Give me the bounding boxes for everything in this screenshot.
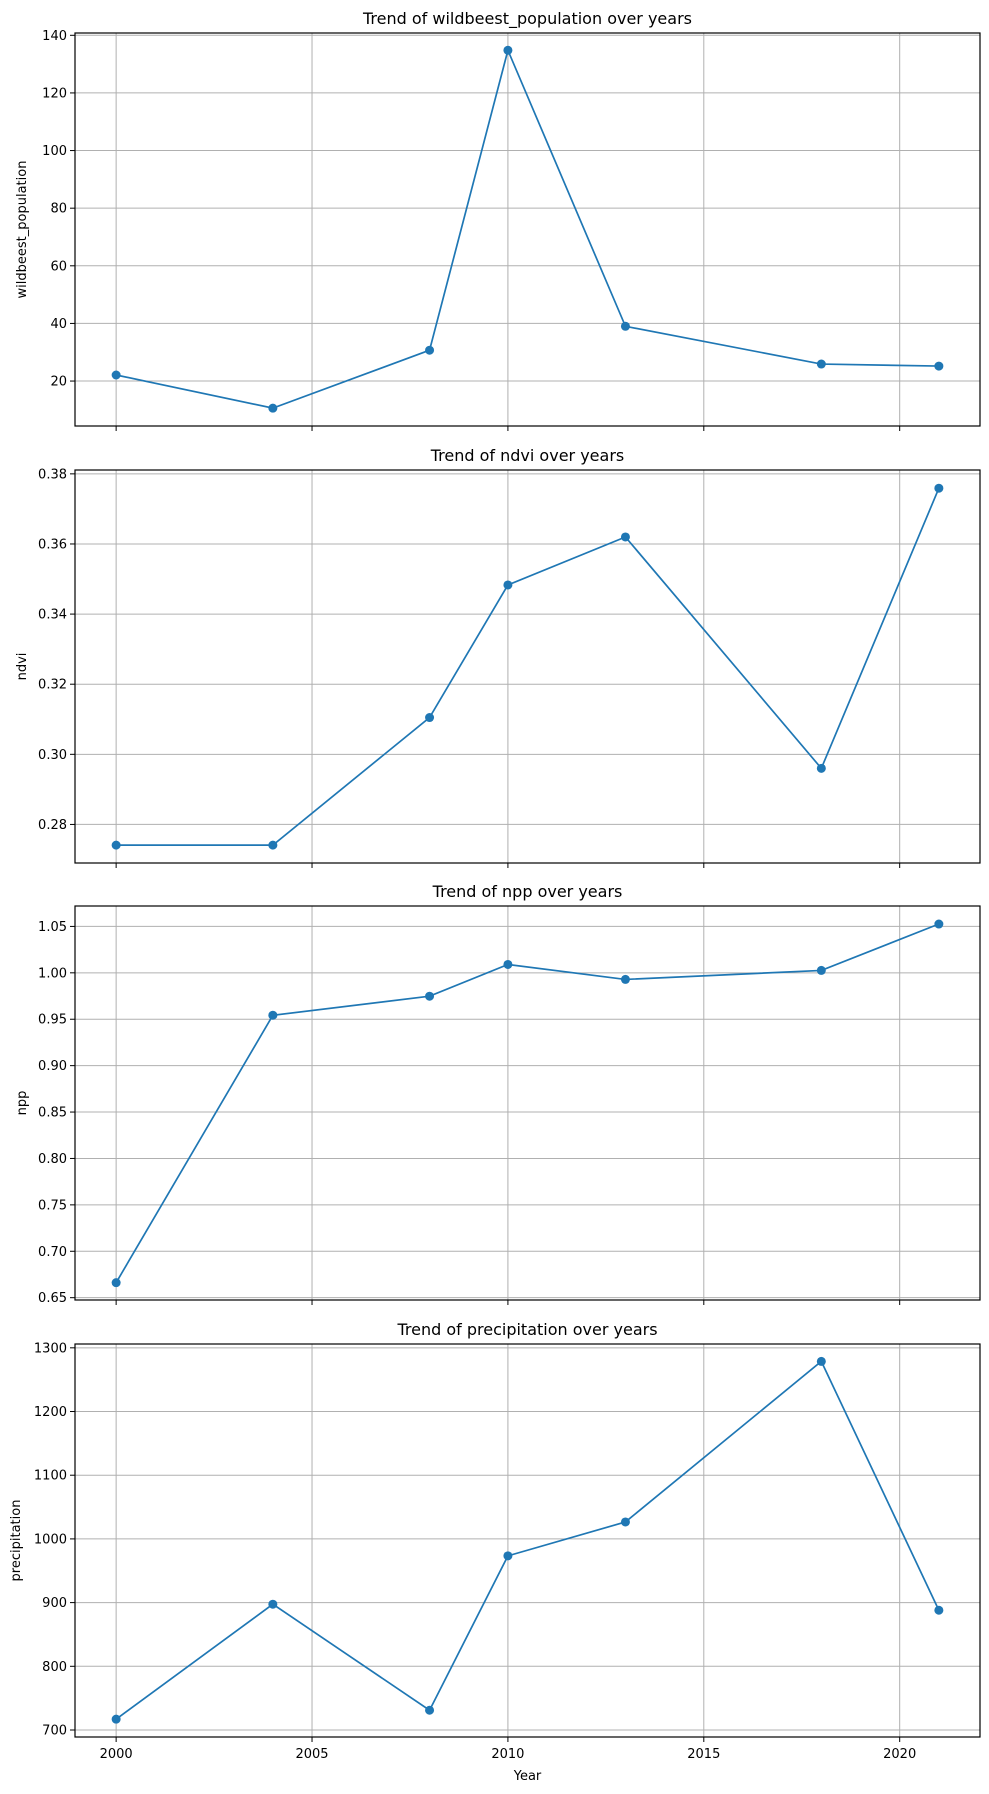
y-tick-label: 0.85 bbox=[38, 1106, 67, 1121]
data-point-marker bbox=[934, 919, 944, 929]
subplot-npp: Trend of npp over years npp 0.65 0.70 0.75… bbox=[15, 882, 981, 1306]
subplot-ndvi: Trend of ndvi over years ndvi 0.280.300.… bbox=[15, 446, 981, 868]
data-point-marker bbox=[268, 1010, 278, 1020]
chart-title: Trend of npp over years bbox=[432, 882, 623, 901]
y-tick-label: 100 bbox=[42, 144, 67, 159]
data-point-marker bbox=[111, 840, 121, 850]
chart-title: Trend of ndvi over years bbox=[430, 446, 624, 465]
data-line bbox=[115, 1360, 940, 1720]
y-tick-label: 120 bbox=[42, 86, 67, 101]
plot-area: 700 800 900 1000 1100 1200 1300 2000 2005 2010 201… bbox=[34, 1341, 981, 1762]
data-point-marker bbox=[425, 345, 435, 355]
chart-title: Trend of precipitation over years bbox=[396, 1320, 657, 1339]
data-point-marker bbox=[268, 1599, 278, 1609]
subplot-wildbeest-population: Trend of wildbeest_population over years… bbox=[15, 9, 981, 431]
y-axis-label: npp bbox=[15, 1091, 30, 1116]
data-point-marker bbox=[111, 1278, 121, 1288]
y-tick-label: 0.95 bbox=[38, 1013, 67, 1028]
y-axis-label: wildbeest_population bbox=[15, 161, 30, 299]
data-point-marker bbox=[934, 361, 944, 371]
x-tick-label: 2010 bbox=[491, 1747, 524, 1762]
y-tick-label: 0.34 bbox=[38, 608, 67, 623]
data-point-marker bbox=[111, 370, 121, 380]
x-axis-label: Year bbox=[513, 1769, 542, 1784]
data-point-marker bbox=[111, 1714, 121, 1724]
y-tick-label: 0.65 bbox=[38, 1291, 67, 1306]
axes-frame bbox=[74, 1343, 981, 1738]
y-tick-label: 1200 bbox=[34, 1405, 67, 1420]
y-tick-label: 0.70 bbox=[38, 1245, 67, 1260]
x-tick-label: 2000 bbox=[100, 1747, 133, 1762]
y-tick-label: 900 bbox=[42, 1596, 67, 1611]
y-axis-label: precipitation bbox=[9, 1500, 24, 1582]
data-line bbox=[115, 923, 940, 1284]
y-tick-label: 0.75 bbox=[38, 1198, 67, 1213]
data-point-marker bbox=[620, 532, 630, 542]
data-point-marker bbox=[620, 321, 630, 331]
y-tick-label: 1300 bbox=[34, 1341, 67, 1356]
y-tick-label: 1.00 bbox=[38, 966, 67, 981]
data-point-marker bbox=[503, 45, 513, 55]
data-point-marker bbox=[816, 359, 826, 369]
axes-frame bbox=[74, 905, 981, 1301]
x-tick-label: 2020 bbox=[883, 1747, 916, 1762]
y-tick-label: 60 bbox=[50, 259, 67, 274]
y-tick-label: 1.05 bbox=[38, 920, 67, 935]
y-tick-label: 0.28 bbox=[38, 818, 67, 833]
subplot-precipitation: Trend of precipitation over years precip… bbox=[9, 1320, 981, 1784]
y-tick-label: 0.80 bbox=[38, 1152, 67, 1167]
data-point-marker bbox=[503, 580, 513, 590]
data-point-marker bbox=[503, 959, 513, 969]
data-point-marker bbox=[503, 1551, 513, 1561]
y-tick-label: 0.90 bbox=[38, 1059, 67, 1074]
plot-area: 0.65 0.70 0.75 0.80 0.85 0.90 0.95 1.00 1.05 bbox=[38, 905, 981, 1306]
data-point-marker bbox=[425, 991, 435, 1001]
chart-title: Trend of wildbeest_population over years bbox=[362, 9, 692, 29]
axes-frame bbox=[74, 32, 981, 427]
plot-area: 0.28 0.30 0.32 0.34 0.36 0.38 bbox=[38, 467, 981, 868]
plot-area: 20 40 60 80 100 120 140 bbox=[42, 29, 981, 431]
data-point-marker bbox=[934, 1605, 944, 1615]
data-line bbox=[115, 47, 939, 410]
y-tick-label: 40 bbox=[50, 317, 67, 332]
y-tick-label: 20 bbox=[50, 375, 67, 390]
y-tick-label: 0.30 bbox=[38, 748, 67, 763]
data-point-marker bbox=[620, 974, 630, 984]
y-axis-label: ndvi bbox=[15, 653, 30, 681]
y-tick-label: 0.36 bbox=[38, 537, 67, 552]
y-tick-label: 700 bbox=[42, 1723, 67, 1738]
data-point-marker bbox=[816, 965, 826, 975]
data-point-marker bbox=[268, 840, 278, 850]
data-point-marker bbox=[620, 1517, 630, 1527]
x-tick-label: 2015 bbox=[687, 1747, 720, 1762]
y-tick-label: 1100 bbox=[34, 1469, 67, 1484]
data-point-marker bbox=[268, 403, 278, 413]
data-point-marker bbox=[425, 713, 435, 723]
data-point-marker bbox=[816, 1356, 826, 1366]
data-point-marker bbox=[425, 1705, 435, 1715]
y-tick-label: 1000 bbox=[34, 1532, 67, 1547]
data-line bbox=[116, 487, 940, 846]
y-tick-label: 0.32 bbox=[38, 678, 67, 693]
y-tick-label: 800 bbox=[42, 1660, 67, 1675]
data-point-marker bbox=[934, 483, 944, 493]
data-point-marker bbox=[816, 763, 826, 773]
y-tick-label: 0.38 bbox=[38, 467, 67, 482]
axes-frame bbox=[74, 469, 981, 864]
x-tick-label: 2005 bbox=[295, 1747, 328, 1762]
y-tick-label: 80 bbox=[50, 202, 67, 217]
y-tick-label: 140 bbox=[42, 29, 67, 44]
